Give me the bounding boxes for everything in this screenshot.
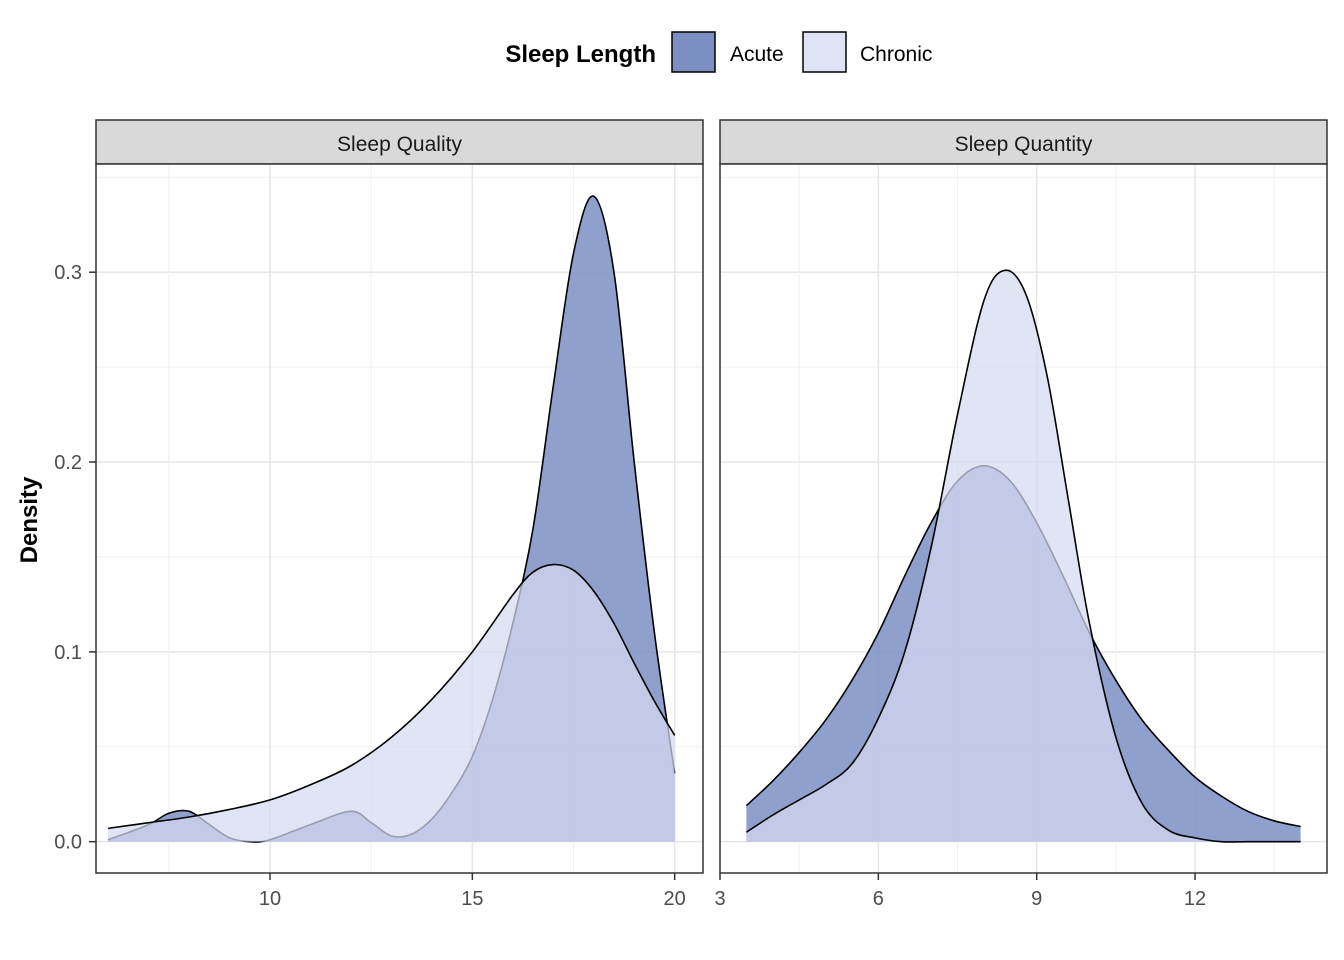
panel-sleep-quality: Sleep Quality 10 15 20	[95, 119, 704, 910]
strip-label-sleep-quality: Sleep Quality	[337, 133, 462, 156]
x-tick-label-sleep-quality: 15	[461, 888, 483, 910]
y-ticks: 0.0 0.1 0.2 0.3	[54, 262, 96, 854]
x-tick-label-sleep-quality: 20	[664, 888, 686, 910]
x-tick-label-sleep-quality: 10	[259, 888, 281, 910]
legend: Sleep Length Acute Chronic	[505, 31, 932, 73]
y-tick-label: 0.2	[54, 452, 82, 474]
y-tick-label: 0.3	[54, 262, 82, 284]
strip-sleep-quantity	[719, 119, 1328, 165]
x-tick-label-sleep-quantity: 12	[1184, 888, 1206, 910]
y-axis-title: Density	[16, 476, 43, 563]
y-tick-label: 0.0	[54, 832, 82, 854]
x-tick-label-sleep-quantity: 3	[714, 888, 725, 910]
areas-sleep-quantity	[745, 269, 1301, 843]
x-ticks-sleep-quality: 10 15 20	[259, 873, 686, 910]
density-line-chronic-sleep-quality	[108, 563, 676, 830]
y-tick-label: 0.1	[54, 642, 82, 664]
strip-label-sleep-quantity: Sleep Quantity	[955, 133, 1093, 156]
areas-sleep-quality	[107, 195, 676, 843]
x-tick-label-sleep-quantity: 6	[873, 888, 884, 910]
legend-label-acute: Acute	[730, 43, 784, 66]
density-area-chronic-sleep-quantity	[746, 270, 1301, 842]
panel-sleep-quantity: Sleep Quantity 3 6 9 12	[714, 119, 1328, 910]
panel-border-sleep-quality	[95, 163, 704, 874]
density-line-chronic-sleep-quantity	[745, 269, 1301, 843]
legend-key-acute	[671, 31, 716, 73]
x-tick-label-sleep-quantity: 9	[1031, 888, 1042, 910]
legend-title: Sleep Length	[505, 41, 656, 68]
x-ticks-sleep-quantity: 3 6 9 12	[714, 873, 1206, 910]
legend-key-chronic	[802, 31, 847, 73]
legend-label-chronic: Chronic	[860, 43, 932, 66]
panel-border-sleep-quantity	[719, 163, 1328, 874]
strip-sleep-quality	[95, 119, 704, 165]
density-area-chronic-sleep-quality	[108, 564, 675, 842]
